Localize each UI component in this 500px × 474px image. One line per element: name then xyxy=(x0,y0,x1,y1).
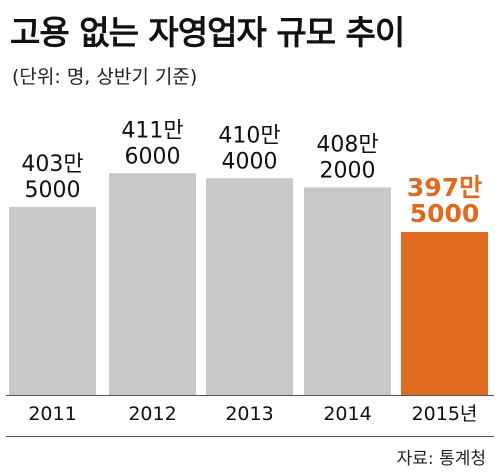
value-label-2014-line2: 2000 xyxy=(320,158,376,183)
bar-2014 xyxy=(304,187,391,395)
category-label-2011: 2011 xyxy=(28,403,76,425)
value-label-2013-line1: 410만 xyxy=(218,123,280,148)
bar-2011 xyxy=(9,207,96,395)
source-note: 자료: 통계청 xyxy=(396,449,486,469)
value-label-2013-line2: 4000 xyxy=(222,149,278,174)
value-label-2012-line2: 6000 xyxy=(125,144,181,169)
bar-2013 xyxy=(206,178,293,395)
value-label-2014-line1: 408만 xyxy=(316,132,378,157)
category-label-2014: 2014 xyxy=(323,403,371,425)
value-label-2011-line2: 5000 xyxy=(25,178,81,203)
bar-2012 xyxy=(109,173,196,395)
value-label-2015년-line2: 5000 xyxy=(410,199,480,228)
value-label-2012-line1: 411만 xyxy=(121,118,183,143)
category-label-2015년: 2015년 xyxy=(412,403,478,425)
chart-title: 고용 없는 자영업자 규모 추이 xyxy=(10,13,405,52)
value-label-2011-line1: 403만 xyxy=(21,152,83,177)
category-label-2013: 2013 xyxy=(225,403,273,425)
bar-2015년 xyxy=(401,232,488,395)
chart-subtitle: (단위: 명, 상반기 기준) xyxy=(12,66,198,88)
category-label-2012: 2012 xyxy=(128,403,176,425)
value-label-2015년-line1: 397만 xyxy=(407,173,482,202)
